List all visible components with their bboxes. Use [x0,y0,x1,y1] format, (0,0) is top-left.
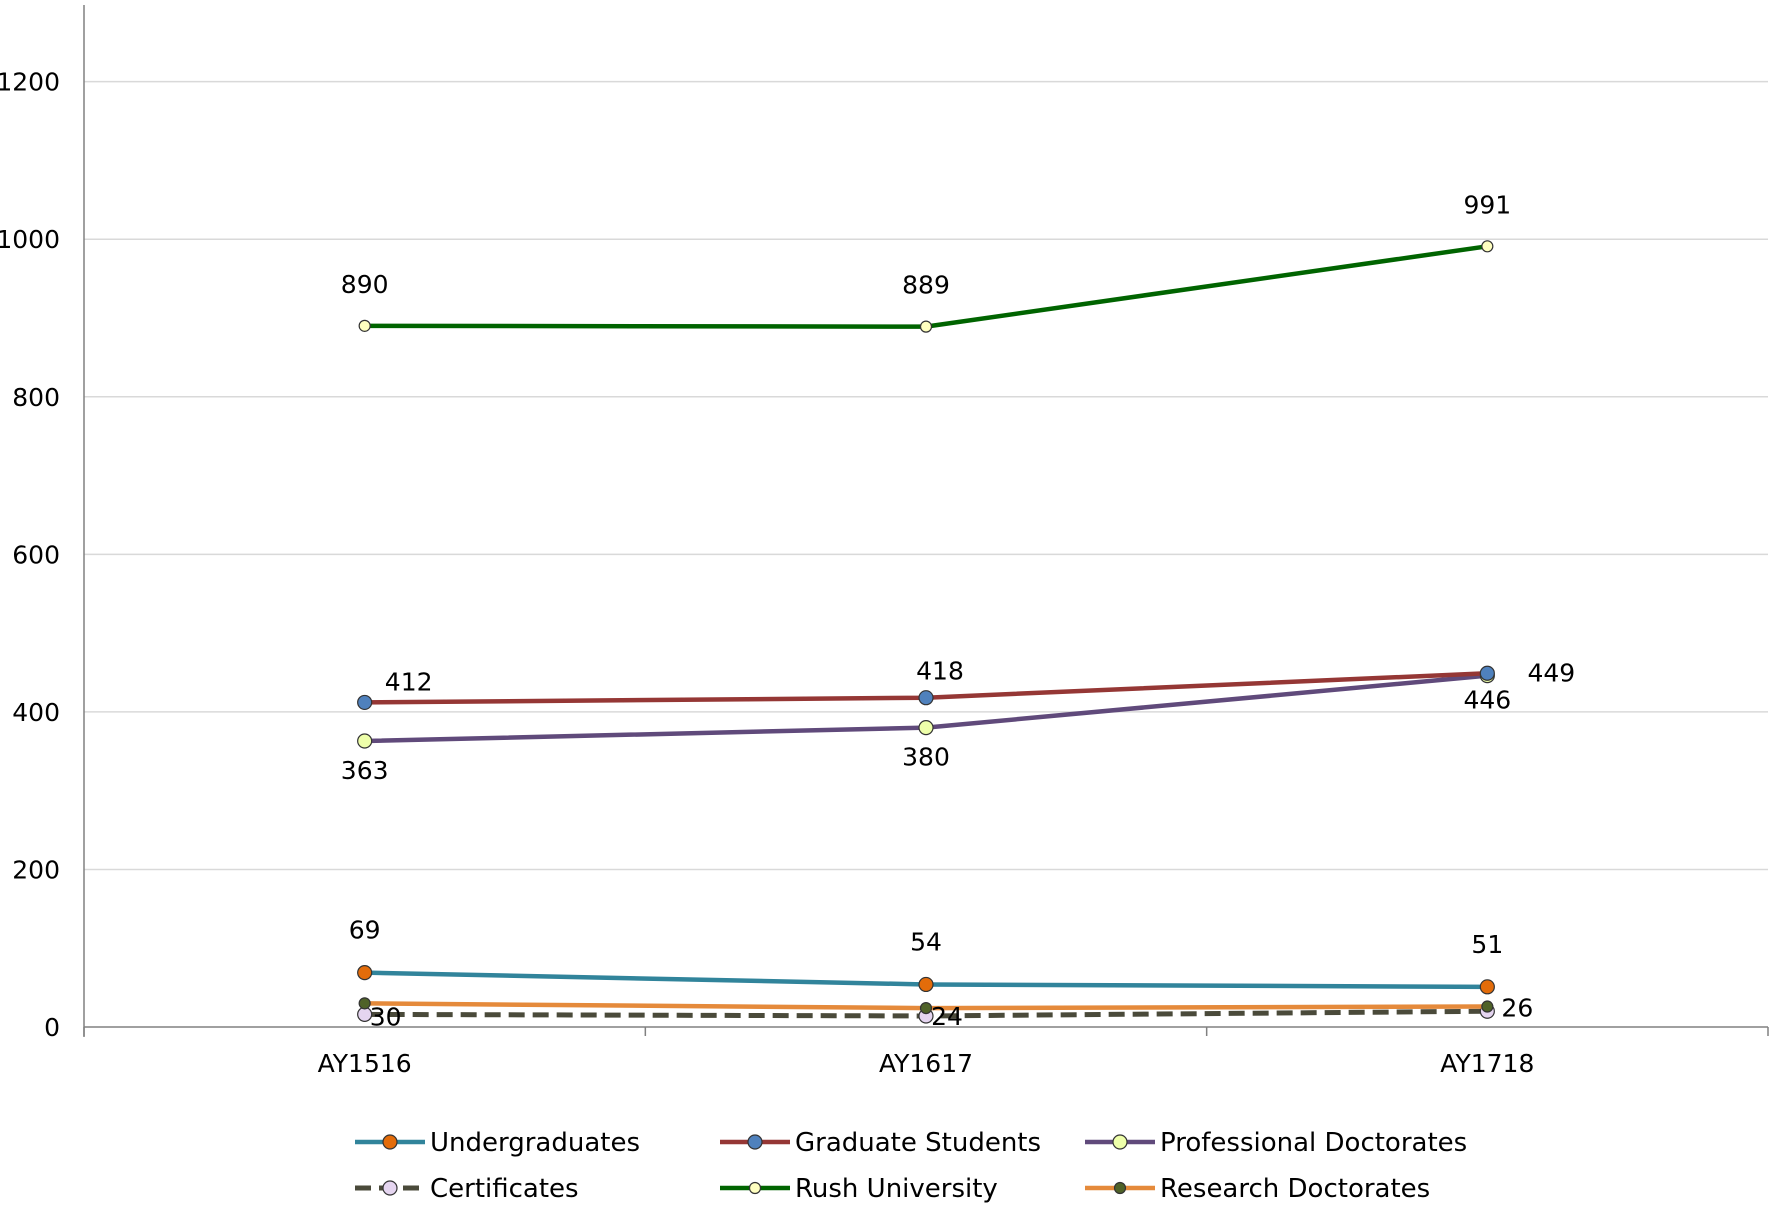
data-label-professional-doctorates-AY1718: 446 [1463,686,1511,715]
legend: Undergraduates Graduate Students Professio… [355,1128,1467,1204]
legend-item-research-doctorates: Research Doctorates [1085,1174,1430,1204]
legend-item-graduate-students: Graduate Students [720,1128,1041,1158]
x-tick-label-AY1617: AY1617 [879,1049,973,1078]
point-rush-university-AY1617 [919,320,933,333]
point-graduate-students-AY1617 [918,690,934,706]
y-tick-label-1200: 1200 [0,68,60,97]
x-tick-label-AY1516: AY1516 [318,1049,412,1078]
legend-label: Undergraduates [430,1128,640,1158]
legend-label: Research Doctorates [1160,1174,1430,1204]
legend-item-professional-doctorates: Professional Doctorates [1085,1128,1467,1158]
point-rush-university-AY1718 [1481,240,1494,253]
y-tick-label-400: 400 [12,698,60,727]
data-label-graduate-students-AY1617: 418 [916,657,964,686]
point-undergraduates-AY1617 [918,976,934,993]
legend-item-rush-university: Rush University [720,1174,998,1204]
point-graduate-students-AY1718 [1479,665,1495,681]
y-tick-label-800: 800 [12,383,60,412]
y-tick-label-600: 600 [12,540,60,569]
data-label-research-doctorates-AY1617: 24 [931,1002,963,1031]
grid-lines [84,80,1768,871]
point-research-doctorates-AY1718 [1481,1000,1494,1013]
point-professional-doctorates-AY1617 [918,720,934,736]
data-label-professional-doctorates-AY1617: 380 [902,743,950,772]
data-label-rush-university-AY1617: 889 [902,271,950,300]
legend-swatch-marker [1112,1134,1128,1150]
legend-swatch-marker [382,1134,398,1150]
data-label-undergraduates-AY1718: 51 [1471,930,1503,959]
point-research-doctorates-AY1516 [358,997,371,1010]
y-tick-label-200: 200 [12,855,60,884]
legend-item-certificates: Certificates [355,1174,579,1204]
data-label-graduate-students-AY1718: 449 [1527,658,1575,687]
data-label-professional-doctorates-AY1516: 363 [341,756,389,785]
legend-label: Certificates [430,1174,579,1204]
point-graduate-students-AY1516 [357,694,373,711]
data-label-research-doctorates-AY1718: 26 [1501,994,1533,1023]
legend-swatch-marker [747,1134,763,1150]
legend-swatch-marker [382,1180,398,1196]
y-tick-label-0: 0 [44,1013,60,1042]
data-labels: 69 54 51 412 418 449 363 380 446 890 889 991 30 24 26 [341,190,1575,1031]
data-label-undergraduates-AY1516: 69 [349,916,381,945]
point-undergraduates-AY1516 [357,965,373,981]
point-undergraduates-AY1718 [1479,979,1495,995]
y-tick-label-1000: 1000 [0,225,60,254]
legend-label: Rush University [795,1174,998,1204]
legend-swatch-marker [1113,1181,1127,1195]
point-research-doctorates-AY1617 [919,1001,933,1015]
x-tick-label-AY1718: AY1718 [1440,1049,1534,1078]
point-rush-university-AY1516 [358,319,371,332]
point-professional-doctorates-AY1516 [357,733,373,749]
legend-label: Professional Doctorates [1160,1128,1467,1158]
data-label-rush-university-AY1718: 991 [1463,190,1511,219]
data-label-undergraduates-AY1617: 54 [910,927,942,956]
data-label-graduate-students-AY1516: 412 [385,667,433,696]
series-lines [357,240,1495,1024]
data-label-research-doctorates-AY1516: 30 [370,1002,402,1031]
data-label-rush-university-AY1516: 890 [341,270,389,299]
axes: 0 200 400 600 800 1000 1200 AY1516 AY1617 AY1718 [0,5,1769,1078]
legend-swatch-marker [748,1181,762,1195]
legend-label: Graduate Students [795,1128,1041,1158]
legend-item-undergraduates: Undergraduates [355,1128,640,1158]
